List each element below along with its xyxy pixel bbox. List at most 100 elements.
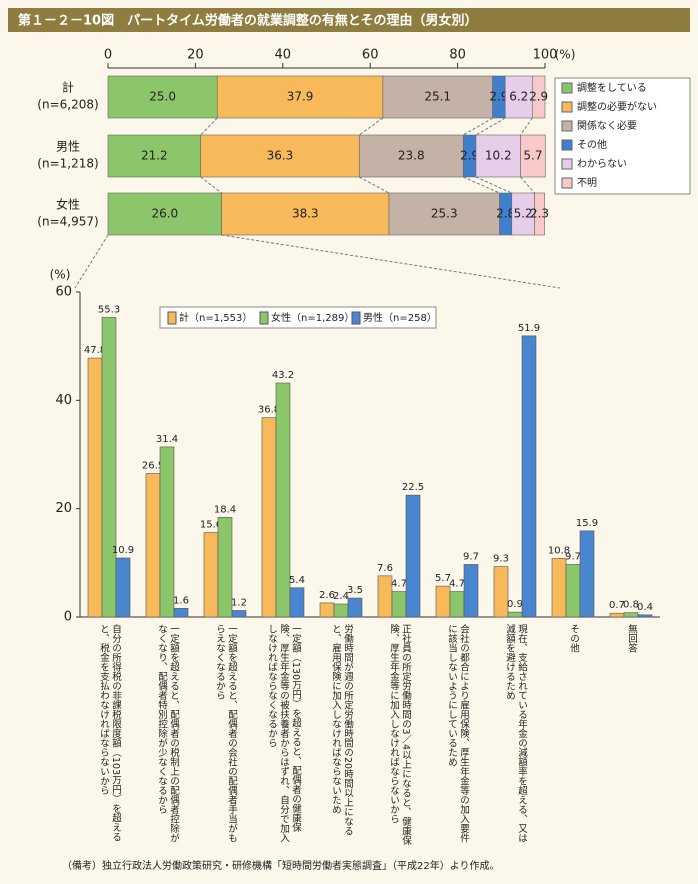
x-tick-label: 40 bbox=[275, 48, 292, 63]
legend-swatch bbox=[561, 82, 573, 94]
legend-label: 関係なく必要 bbox=[577, 119, 637, 132]
value-label: 18.4 bbox=[214, 504, 236, 515]
category-label: 自分の所得税の非課税限度額（103万円）を超えると、税金を支払わなければならない… bbox=[98, 624, 121, 842]
category-label: 無回答 bbox=[626, 624, 637, 653]
value-label: 10.9 bbox=[112, 545, 134, 556]
bar bbox=[101, 317, 117, 618]
category-label: 一定額（130万円）を超えると、配偶者の健康保険、厚生年金等の被扶養者からはずれ… bbox=[266, 624, 301, 843]
value-label: 2.3 bbox=[530, 207, 549, 221]
bar-segment bbox=[532, 75, 546, 119]
legend-swatch bbox=[561, 120, 573, 132]
bar bbox=[449, 591, 465, 618]
value-label: 2.9 bbox=[460, 149, 479, 163]
legend-label: 調整をしている bbox=[577, 81, 647, 94]
value-label: 47.8 bbox=[84, 345, 106, 356]
bar-segment bbox=[520, 134, 546, 178]
value-label: 2.9 bbox=[489, 90, 508, 104]
legend-swatch bbox=[561, 101, 573, 113]
value-label: 6.2 bbox=[509, 90, 528, 104]
bar bbox=[463, 564, 479, 618]
bar bbox=[521, 335, 537, 618]
bar bbox=[377, 575, 393, 618]
y-tick-label: 60 bbox=[55, 285, 72, 300]
bar-segment bbox=[358, 134, 464, 178]
bar bbox=[405, 494, 421, 618]
x-tick-label: 80 bbox=[449, 48, 466, 63]
category-label: 男性 bbox=[56, 140, 80, 154]
bar-segment bbox=[107, 192, 222, 236]
x-tick-label: 20 bbox=[187, 48, 204, 63]
value-label: 31.4 bbox=[156, 434, 178, 445]
bar bbox=[623, 612, 639, 618]
value-label: 7.6 bbox=[377, 563, 393, 574]
value-label: 10.8 bbox=[548, 546, 570, 557]
bar bbox=[231, 610, 247, 618]
bar-segment bbox=[388, 192, 500, 236]
value-label: 26.5 bbox=[142, 460, 164, 471]
value-label: 3.5 bbox=[347, 585, 363, 596]
bar-segment bbox=[382, 75, 493, 119]
connector bbox=[520, 176, 535, 194]
value-label: 25.3 bbox=[431, 207, 458, 221]
bar bbox=[391, 591, 407, 618]
legend-box bbox=[159, 306, 437, 329]
value-label: 36.8 bbox=[258, 405, 280, 416]
bar bbox=[551, 558, 567, 618]
connector bbox=[200, 176, 222, 194]
category-label: その他 bbox=[568, 624, 579, 653]
value-label: 5.7 bbox=[523, 149, 542, 163]
header-bar bbox=[8, 8, 690, 32]
legend-label: わからない bbox=[577, 158, 627, 170]
y-axis-label: (%) bbox=[50, 268, 71, 282]
legend-swatch bbox=[561, 177, 573, 189]
bar bbox=[347, 597, 363, 618]
legend-label: 調整の必要がない bbox=[577, 100, 657, 113]
value-label: 23.8 bbox=[398, 149, 425, 163]
category-label: 計 bbox=[62, 80, 74, 95]
category-label: 労働時間が週の所定労働時間の20時間以上になると、雇用保険に加入しなければならな… bbox=[330, 624, 353, 836]
value-label: 43.2 bbox=[272, 370, 294, 381]
legend-label: 不明 bbox=[577, 177, 597, 189]
legend-swatch bbox=[561, 139, 573, 151]
legend-swatch bbox=[167, 311, 177, 325]
value-label: 0.7 bbox=[609, 600, 625, 611]
bar bbox=[173, 608, 189, 618]
connector bbox=[520, 117, 533, 136]
bar bbox=[319, 602, 335, 618]
value-label: 51.9 bbox=[518, 323, 540, 334]
bar bbox=[637, 614, 653, 618]
legend-label: 計（n=1,553） bbox=[179, 311, 252, 324]
bar bbox=[565, 564, 581, 618]
category-label: 女性 bbox=[56, 197, 80, 212]
bar bbox=[145, 473, 161, 618]
value-label: 4.7 bbox=[391, 579, 407, 590]
value-label: 2.9 bbox=[529, 90, 548, 104]
connector bbox=[358, 117, 384, 136]
legend-swatch bbox=[351, 311, 361, 325]
value-label: 15.6 bbox=[200, 520, 222, 531]
connector bbox=[475, 117, 506, 136]
bar bbox=[115, 557, 131, 618]
bar-segment bbox=[221, 192, 390, 236]
connector bbox=[475, 176, 512, 194]
bar-segment bbox=[504, 75, 533, 119]
bar-segment bbox=[107, 134, 201, 178]
value-label: 5.4 bbox=[289, 575, 305, 586]
legend-label: 女性（n=1,289） bbox=[271, 311, 354, 324]
x-tick-label: 0 bbox=[104, 48, 112, 63]
note: （備考）独立行政法人労働政策研究・研修機構「短時間労働者実態調査」（平成22年）… bbox=[62, 859, 500, 872]
bar bbox=[493, 566, 509, 618]
connector bbox=[463, 176, 500, 194]
legend-swatch bbox=[561, 158, 573, 170]
category-label: (n=6,208) bbox=[37, 98, 98, 112]
chart-title: 第１－２－10図 パートタイム労働者の就業調整の有無とその理由（男女別） bbox=[18, 13, 477, 29]
bar bbox=[261, 417, 277, 618]
x-tick-label: 100 bbox=[533, 48, 558, 63]
connector bbox=[221, 234, 561, 289]
y-tick-label: 20 bbox=[55, 501, 72, 516]
category-label: 現在、支給されている年金の減額率を超える、又は減額を避けるため bbox=[504, 624, 527, 843]
bar bbox=[333, 603, 349, 618]
value-label: 36.3 bbox=[267, 149, 294, 163]
bar bbox=[609, 612, 625, 618]
